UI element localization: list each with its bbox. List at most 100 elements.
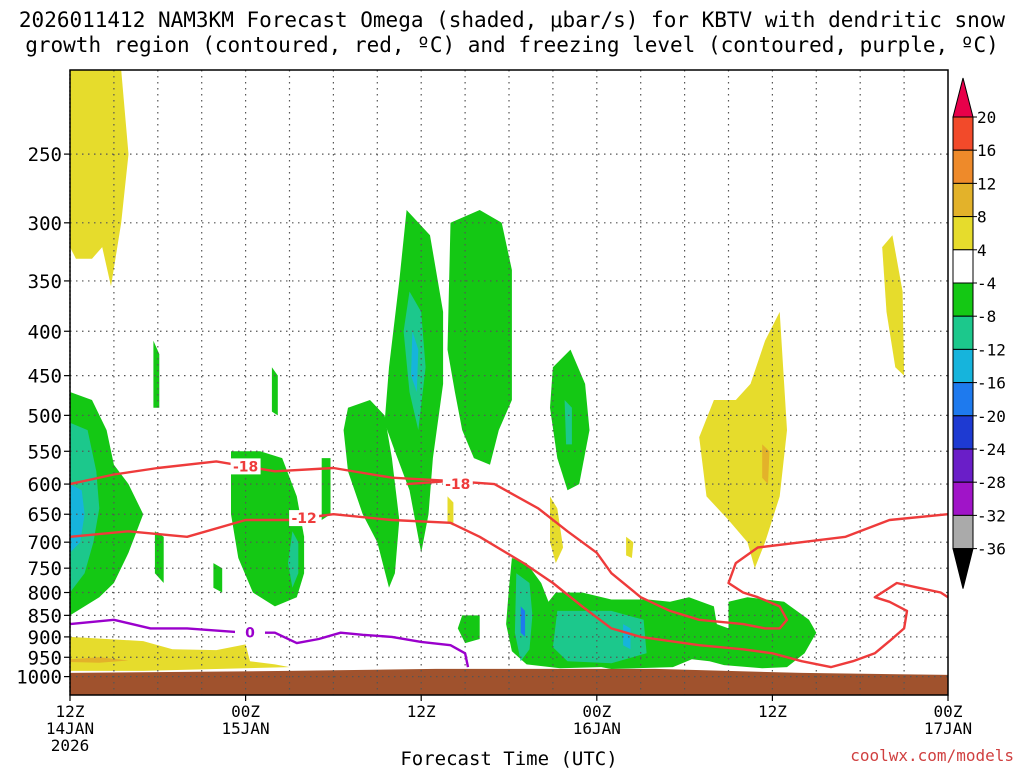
site-credit: coolwx.com/models [850,746,1014,765]
dgz-contour-0-line [69,460,949,630]
x-tick-label-0-2: 2026 [51,736,90,755]
omega-region-low-sinking-deep-b [623,624,631,650]
dgz-contour-1-label-bg [442,476,473,493]
colorbar-label--12: -12 [977,340,1006,359]
colorbar-label-12: 12 [977,174,996,193]
y-tick-label-350: 350 [28,271,62,293]
y-tick-label-900: 900 [28,627,62,649]
x-tick-label-12-0: 00Z [231,702,260,721]
dgz-contour-2-label-bg [289,510,320,527]
colorbar-cell [952,448,974,483]
omega-region-col-6 [154,531,164,583]
omega-region-low-sinking-deep-a [520,606,526,637]
colorbar-label--4: -4 [977,274,996,293]
y-tick-label-300: 300 [28,213,62,235]
colorbar-cell [952,415,974,450]
omega-region-day1-sinking-core [288,531,299,588]
colorbar-cell [952,149,974,184]
y-tick-label-850: 850 [28,605,62,627]
y-tick-label-500: 500 [28,405,62,427]
y-tick-label-950: 950 [28,647,62,669]
axes: 2503003504004505005506006507007508008509… [16,69,972,768]
omega-region-mid-sinking-cluster [457,615,480,644]
omega-region-col-2-upper [153,340,160,408]
omega-region-right-rising [699,311,787,569]
colorbar-cell [952,182,974,218]
colorbar-bottom-arrow [952,548,974,589]
colorbar-cell [952,216,974,251]
y-tick-label-1000: 1000 [16,667,62,689]
colorbar-label--8: -8 [977,307,996,326]
x-axis-label: Forecast Time (UTC) [400,748,617,768]
y-tick-label-250: 250 [28,144,62,166]
colorbar-cell [952,315,974,350]
freezing-level-contour-0-label: 0 [245,626,255,642]
colorbar-cell [952,481,974,516]
omega-region-tall-column-core2 [411,331,419,392]
colorbar-cell [952,514,974,550]
dgz-contour-0-label: -18 [233,459,258,475]
x-tick-label-0-1: 14JAN [46,719,94,738]
colorbar-cell [952,116,974,151]
omega-region-small-rising-a [550,496,564,564]
colorbar-label--36: -36 [977,540,1006,559]
y-tick-label-450: 450 [28,366,62,388]
colorbar-label--20: -20 [977,407,1006,426]
colorbar-label-8: 8 [977,208,987,227]
colorbar-cell [952,249,974,284]
omega-region-day1-midcolumn [343,400,400,588]
x-tick-label-60-0: 00Z [934,702,963,721]
omega-region-col-9 [213,563,223,593]
y-tick-label-800: 800 [28,583,62,605]
x-tick-label-48-0: 12Z [758,702,787,721]
omega-region-day1-sinking [231,451,305,607]
colorbar-label-4: 4 [977,241,987,260]
x-tick-label-36-0: 00Z [582,702,611,721]
gridlines [70,70,948,695]
y-tick-label-750: 750 [28,558,62,580]
omega-region-far-right-rising [882,235,905,376]
colorbar-top-arrow [952,77,974,118]
freezing-level-contour-0-line [69,618,470,668]
colorbar-label--28: -28 [977,473,1006,492]
x-tick-label-0-0: 12Z [56,702,85,721]
omega-region-small-rising-b [626,536,634,558]
freezing-level-contour-0-label-bg [234,624,265,641]
dgz-contour-1-label: -18 [445,477,470,493]
colorbar-cell [952,382,974,417]
x-tick-label-12-1: 15JAN [222,719,270,738]
omega-region-broad-column [447,210,512,465]
colorbar-label-16: 16 [977,141,996,160]
colorbar-label--16: -16 [977,374,1006,393]
omega-region-low-sinking-core-b [552,610,647,664]
y-tick-label-550: 550 [28,441,62,463]
omega-region-right-rising-core [762,444,770,485]
colorbar-cell [952,282,974,317]
omega-region-small-rising-c [447,496,454,526]
temperature-contours: -18 -18 -12 0 [69,458,949,669]
omega-region-col-14 [271,367,278,416]
y-tick-label-400: 400 [28,321,62,343]
omega-region-col-17 [321,458,331,520]
x-tick-label-60-1: 17JAN [924,719,972,738]
omega-shading [70,70,905,671]
colorbar-cell [952,348,974,384]
omega-region-right-column-core [564,400,572,445]
chart-title-line1: 2026011412 NAM3KM Forecast Omega (shaded… [18,8,1006,32]
colorbar-label-20: 20 [977,108,996,127]
y-tick-label-700: 700 [28,532,62,554]
x-tick-label-36-1: 16JAN [573,719,621,738]
dgz-contour-2-line [69,513,949,669]
colorbar-label--24: -24 [977,440,1006,459]
x-tick-label-24-0: 12Z [407,702,436,721]
chart-title-line2: growth region (contoured, red, ºC) and f… [25,33,999,57]
dgz-contour-2-label: -12 [291,511,316,527]
y-tick-label-650: 650 [28,504,62,526]
y-tick-label-600: 600 [28,474,62,496]
dgz-contour-0-label-bg [230,458,261,475]
colorbar: 20 16 12 8 4 -4 -8 -12 -16 -20 -24 -28 -32 -36 [952,77,1006,589]
omega-region-lowlevel-left-rising-core [70,657,129,663]
colorbar-label--32: -32 [977,506,1006,525]
omega-region-left-sinking-core [70,422,100,593]
